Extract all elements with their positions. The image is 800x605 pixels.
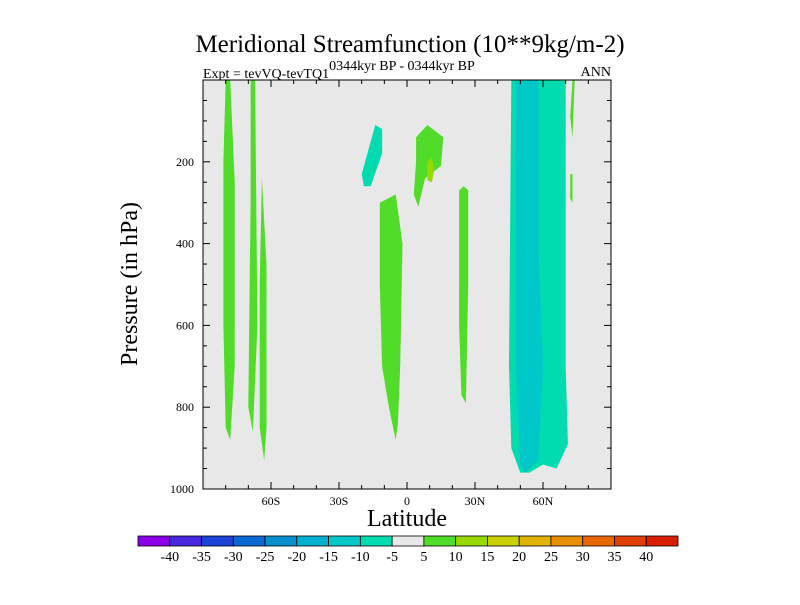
colorbar-label: -35: [192, 550, 211, 565]
colorbar-label: 40: [639, 550, 653, 565]
colorbar-label: -15: [319, 550, 338, 565]
colorbar-swatch: [232, 535, 266, 547]
colorbar-label: 15: [480, 550, 494, 565]
contour-region: [427, 157, 435, 183]
colorbar-label: 20: [512, 550, 526, 565]
colorbar-swatch: [455, 535, 488, 547]
colorbar-label: -10: [351, 550, 370, 565]
contour-region: [223, 80, 235, 440]
colorbar-swatch: [645, 535, 679, 547]
chart-subtitle-left-super: 0344kyr BP - 0344kyr BP: [329, 59, 475, 74]
y-tick-label: 400: [176, 237, 194, 251]
x-tick-label: 30N: [465, 494, 486, 508]
colorbar-swatch: [296, 535, 329, 547]
contour-region: [570, 80, 575, 138]
x-tick-label: 60N: [533, 494, 554, 508]
contour-region: [379, 194, 403, 440]
x-tick-label: 0: [404, 494, 410, 508]
contour-region: [515, 80, 543, 473]
colorbar-label: 10: [449, 550, 463, 565]
x-axis-label: Latitude: [367, 506, 447, 532]
colorbar-label: -30: [224, 550, 243, 565]
colorbar-swatch: [169, 535, 202, 547]
x-tick-label: 60S: [262, 494, 281, 508]
colorbar-label: 35: [607, 550, 621, 565]
y-tick-label: 600: [176, 318, 194, 332]
colorbar-swatch: [550, 535, 584, 547]
y-tick-label: 200: [176, 155, 194, 169]
y-tick-label: 1000: [170, 482, 194, 496]
axis-ticks: 60S 30S 0 30N 60N 200 400 600 800 1000: [170, 80, 611, 508]
contour-region: [570, 174, 573, 203]
colorbar-label: 25: [544, 550, 558, 565]
colorbar-label: -25: [256, 550, 275, 565]
colorbar-label: 5: [420, 550, 427, 565]
colorbar-swatch: [264, 535, 298, 547]
colorbar-swatch: [359, 535, 393, 547]
y-tick-label: 800: [176, 400, 194, 414]
colorbar-swatch: [487, 535, 520, 547]
x-tick-label: 30S: [330, 494, 349, 508]
colorbar-swatch: [201, 535, 234, 547]
contour-region: [459, 186, 469, 404]
y-axis-label: Pressure (in hPa): [117, 202, 143, 366]
contour-region: [361, 125, 383, 187]
colorbar-swatch: [391, 535, 425, 547]
chart-subtitle-right: ANN: [581, 65, 611, 80]
colorbar-swatch: [582, 535, 615, 547]
colorbar-label: 30: [576, 550, 590, 565]
colorbar-swatch: [518, 535, 552, 547]
chart-subtitle-left: Expt = tevVQ-tevTQ10344kyr BP - 0344kyr …: [203, 59, 475, 82]
colorbar-label: -20: [287, 550, 306, 565]
colorbar-swatch: [423, 535, 457, 547]
contour-region: [248, 80, 258, 432]
colorbar-swatch: [137, 535, 171, 547]
contour-region: [259, 178, 267, 461]
colorbar-label: -5: [386, 550, 398, 565]
chart-title: Meridional Streamfunction (10**9kg/m-2): [195, 31, 624, 58]
colorbar-label: -40: [160, 550, 179, 565]
contour-regions: [223, 80, 575, 473]
colorbar-swatch: [614, 535, 647, 547]
colorbar: -40 -35 -30 -25 -20 -15 -10 -5 5 10 15 20 25 30 35 40: [137, 535, 679, 565]
colorbar-swatch: [328, 535, 361, 547]
